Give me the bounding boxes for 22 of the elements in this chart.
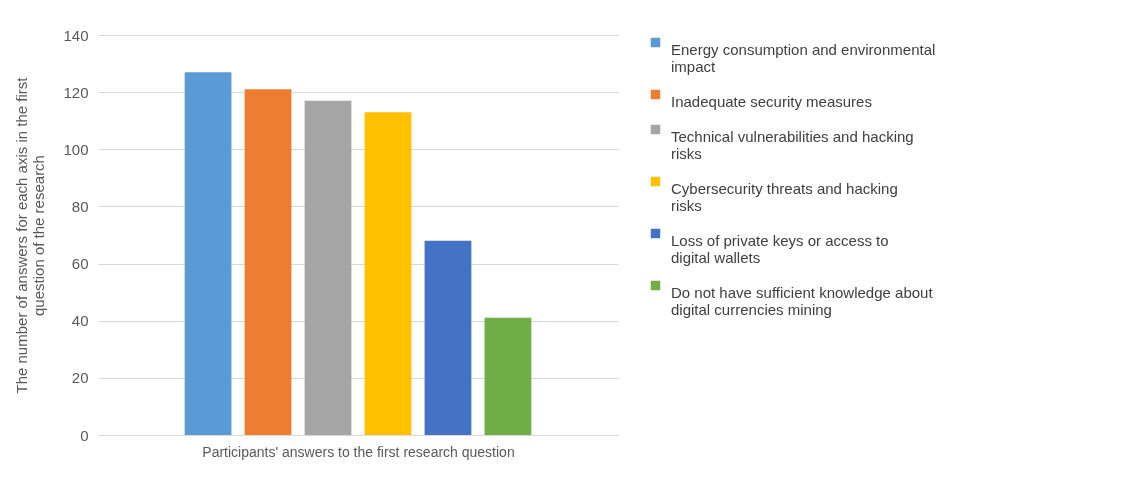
y-tick-label: 100: [63, 140, 89, 158]
bar: [304, 100, 352, 435]
legend-label: Energy consumption and environmental impact: [671, 40, 936, 75]
y-tick-label: 40: [71, 312, 89, 330]
legend-label: Loss of private keys or access to digital wallets: [671, 231, 889, 266]
y-tick-label: 60: [71, 255, 89, 273]
legend-label: Do not have sufficient knowledge about digital currencies mining: [671, 283, 934, 318]
y-tick-label: 20: [71, 369, 89, 387]
y-tick-label: 120: [63, 83, 89, 101]
bar: [424, 240, 472, 435]
y-tick-label: 140: [63, 26, 89, 44]
legend-label: Cybersecurity threats and hacking risks: [671, 179, 898, 214]
bar: [364, 112, 412, 435]
bar: [244, 89, 292, 435]
x-axis-title: Participants' answers to the first research question: [202, 443, 515, 460]
legend-label: Technical vulnerabilities and hacking risks: [671, 127, 914, 162]
bar: [484, 317, 532, 435]
y-tick-label: 0: [80, 426, 89, 444]
bar: [184, 72, 232, 435]
legend-label: Inadequate security measures: [671, 92, 872, 110]
y-tick-label: 80: [71, 197, 89, 215]
y-axis-title: The number of answers for each axis in the first question of the research: [13, 76, 48, 394]
